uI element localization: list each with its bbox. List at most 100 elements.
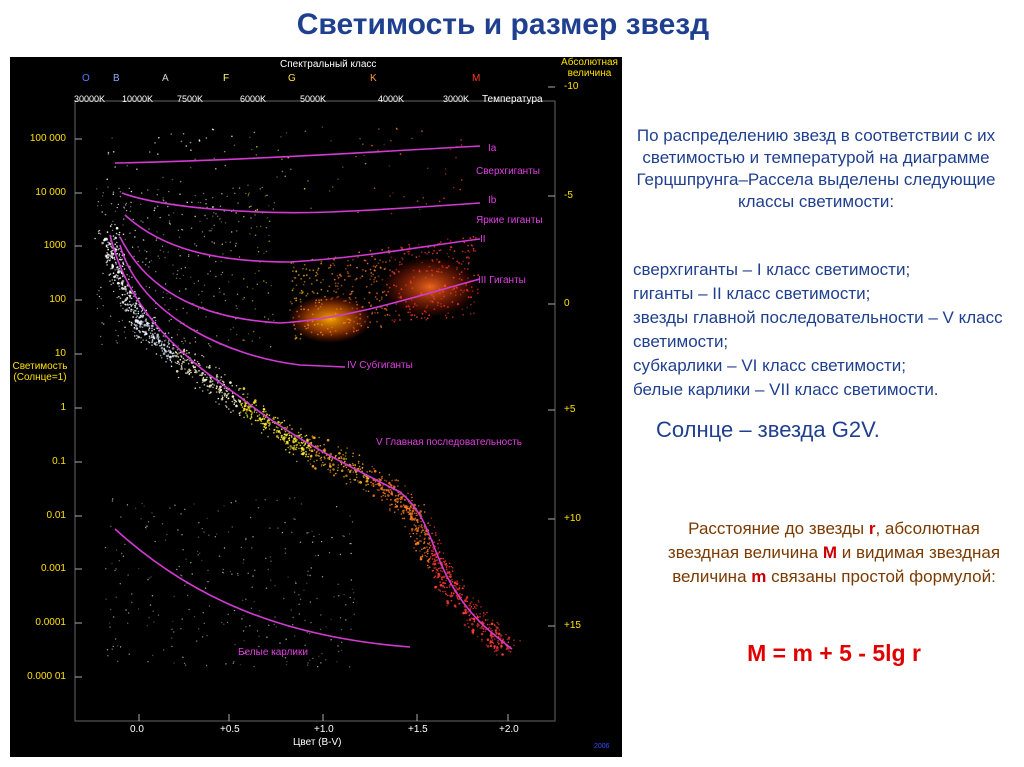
star-dot	[115, 340, 117, 342]
star-dot	[178, 363, 180, 366]
star-dot	[241, 402, 243, 405]
star-dot	[168, 355, 170, 358]
star-dot	[102, 192, 105, 194]
star-dot	[408, 250, 410, 253]
star-dot	[432, 550, 434, 553]
star-dot	[283, 419, 286, 422]
star-dot	[226, 621, 229, 624]
star-dot	[231, 135, 233, 138]
star-dot	[162, 335, 165, 337]
star-dot	[478, 624, 481, 627]
star-dot	[193, 359, 196, 362]
star-dot	[388, 482, 391, 485]
star-dot	[283, 433, 286, 436]
star-dot	[111, 562, 113, 565]
star-dot	[407, 253, 410, 255]
star-dot	[151, 341, 153, 344]
star-dot	[295, 444, 298, 446]
star-dot	[401, 498, 403, 500]
star-dot	[349, 515, 351, 517]
star-dot	[383, 491, 385, 493]
star-dot	[401, 509, 405, 513]
star-dot	[114, 223, 116, 226]
star-dot	[289, 445, 292, 448]
star-dot	[123, 207, 126, 210]
star-dot	[200, 301, 203, 304]
star-dot	[122, 262, 124, 264]
star-dot	[116, 241, 118, 244]
star-dot	[433, 541, 435, 543]
star-dot	[395, 500, 397, 503]
star-dot	[414, 540, 416, 542]
star-dot	[128, 294, 130, 297]
star-dot	[337, 464, 340, 466]
star-dot	[164, 304, 166, 306]
star-dot	[310, 207, 312, 210]
star-dot	[287, 576, 289, 578]
star-dot	[148, 327, 151, 330]
star-dot	[150, 334, 153, 337]
star-dot	[296, 438, 298, 441]
star-dot	[364, 259, 367, 262]
star-dot	[262, 422, 264, 425]
star-dot	[119, 195, 122, 198]
star-dot	[247, 393, 249, 395]
star-dot	[199, 374, 201, 377]
star-dot	[206, 385, 209, 387]
star-dot	[151, 340, 154, 342]
star-dot	[210, 377, 212, 379]
star-dot	[431, 558, 434, 560]
star-dot	[207, 581, 209, 583]
star-dot	[390, 484, 393, 487]
star-dot	[437, 542, 439, 545]
star-dot	[433, 567, 436, 569]
star-dot	[385, 489, 388, 491]
star-dot	[168, 346, 171, 349]
star-dot	[247, 333, 250, 335]
star-dot	[151, 512, 153, 514]
star-dot	[416, 514, 419, 516]
star-dot	[236, 230, 238, 232]
star-dot	[498, 623, 500, 625]
star-dot	[148, 617, 150, 619]
star-dot	[154, 332, 156, 335]
star-dot	[248, 192, 251, 194]
star-dot	[133, 335, 136, 337]
star-dot	[320, 459, 323, 461]
star-dot	[411, 254, 413, 256]
star-dot	[267, 318, 270, 320]
star-dot	[157, 255, 159, 257]
star-dot	[189, 342, 191, 344]
star-dot	[116, 206, 118, 209]
spectral-class-G: G	[288, 73, 296, 84]
luminosity-tick: 0.001	[40, 563, 66, 574]
star-dot	[439, 590, 442, 592]
class-label-bright-giants: Яркие гиганты	[476, 215, 543, 226]
star-dot	[140, 310, 143, 313]
star-dot	[300, 278, 303, 280]
star-dot	[406, 250, 409, 253]
star-dot	[286, 434, 288, 437]
star-dot	[176, 568, 178, 571]
star-dot	[442, 575, 446, 579]
star-dot	[375, 483, 377, 486]
star-dot	[117, 270, 120, 274]
star-dot	[204, 214, 206, 217]
star-dot	[400, 498, 402, 501]
star-dot	[371, 471, 373, 473]
star-dot	[420, 317, 423, 319]
star-dot	[143, 312, 146, 314]
star-dot	[177, 529, 179, 531]
star-dot	[137, 312, 140, 315]
star-dot	[345, 458, 348, 460]
star-dot	[213, 384, 216, 386]
star-dot	[342, 535, 344, 537]
star-dot	[265, 557, 267, 559]
star-dot	[240, 546, 242, 549]
star-dot	[325, 626, 327, 628]
star-dot	[154, 316, 156, 319]
star-dot	[256, 209, 259, 211]
star-dot	[227, 531, 230, 533]
star-dot	[316, 597, 318, 600]
star-dot	[218, 390, 221, 393]
